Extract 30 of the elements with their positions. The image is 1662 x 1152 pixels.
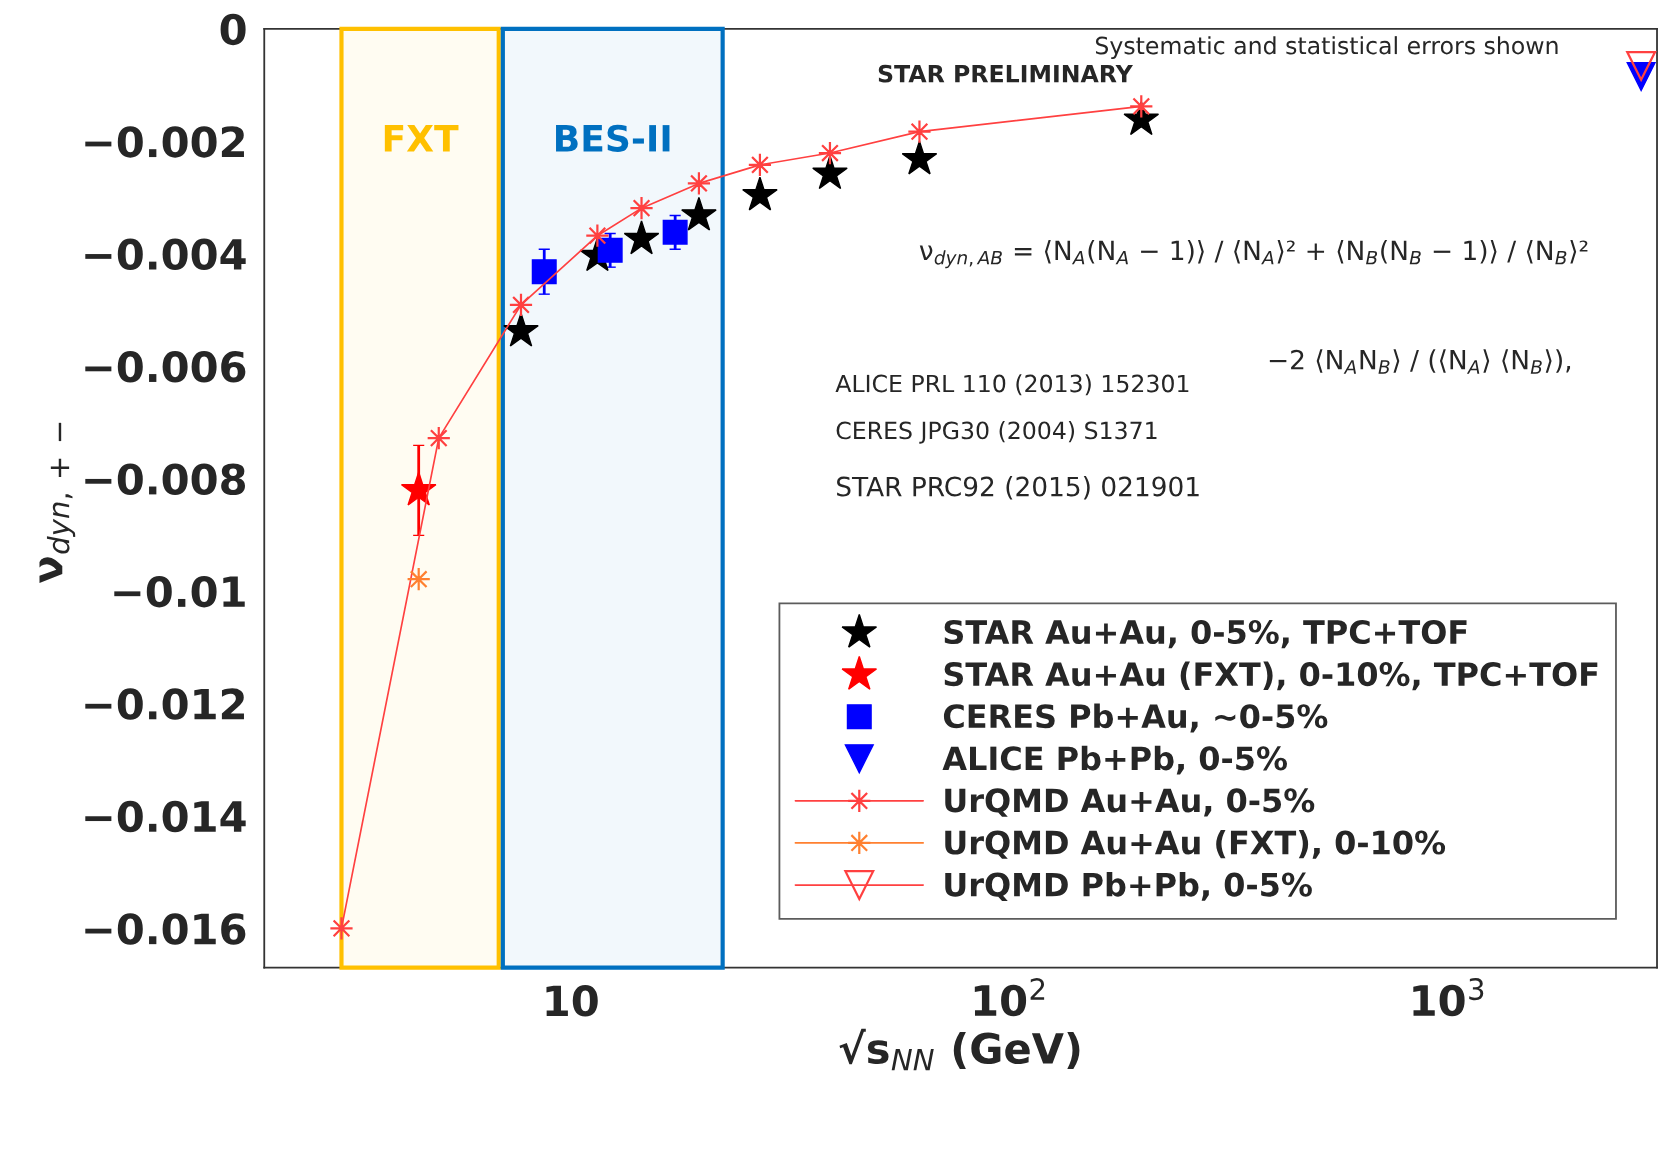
text: −2 ⟨N$_{A}$N$_{B}$⟩ / (⟨N$_{A}$⟩ ⟨N$_{B}$⟩), [1269,349,1571,374]
annotation: STAR PRC92 (2015) 021901 [837,476,1199,500]
legend-label: UrQMD Au+Au, 0-5% [945,788,1315,817]
x-tick-label: 10 [546,985,598,1017]
text: ν$_{dyn,AB}$ = ⟨N$_{A}$(N$_{A}$ − 1)⟩ / ⟨N$_{A}$⟩² + ⟨N$_{B}$(N$_{B}$ − 1)⟩ / ⟨N$_{B}$⟩² [919,240,1588,269]
y-tick-label: −0.01 [114,575,245,608]
y-tick-label: −0.002 [85,126,244,158]
band-label: BES-II [556,124,670,152]
legend-label: UrQMD Pb+Pb, 0-5% [945,871,1312,901]
annotation: ALICE PRL 110 (2013) 152301 [835,374,1189,396]
y-tick-label: −0.006 [85,351,246,383]
legend-label: UrQMD Au+Au (FXT), 0-10% [945,829,1446,859]
legend-label: STAR Au+Au, 0-5%, TPC+TOF [944,619,1467,649]
x-tick-label: 10$^{2}$ [974,978,1045,1017]
y-tick-label: −0.004 [85,238,246,271]
y-tick-label: 0 [220,13,246,46]
y-axis-title: ν$_{dyn,+−}$ [39,422,76,584]
x-tick-label: 10$^{3}$ [1413,978,1484,1017]
legend-label: CERES Pb+Au, ~0-5% [943,703,1328,733]
annotation: CERES JPG30 (2004) S1371 [836,421,1157,444]
annotation: Systematic and statistical errors shown [1095,36,1558,59]
x-axis-title: √s$_{NN}$ (GeV) [839,1028,1080,1071]
legend-label: STAR Au+Au (FXT), 0-10%, TPC+TOF [944,661,1598,691]
band-label: FXT [384,125,459,152]
legend-label: ALICE Pb+Pb, 0-5% [942,745,1287,775]
y-tick-label: −0.014 [85,800,246,833]
y-tick-label: −0.008 [85,463,246,495]
y-tick-label: −0.016 [85,913,246,945]
y-tick-label: −0.012 [85,688,244,720]
annotation: STAR PRELIMINARY [878,64,1133,83]
